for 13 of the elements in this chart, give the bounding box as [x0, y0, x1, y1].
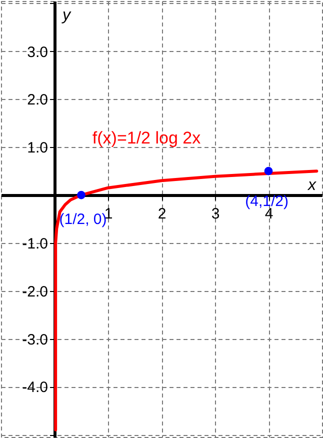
y-tick-label: -3.0	[22, 331, 48, 348]
y-tick-label: 1.0	[27, 140, 48, 157]
y-axis-title: y	[62, 7, 72, 24]
x-tick-label: 2	[158, 206, 166, 223]
series-label: f(x)=1/2 log 2x	[92, 128, 202, 148]
y-tick-label: -2.0	[22, 283, 48, 300]
annotation: (1/2, 0)	[59, 211, 107, 228]
y-tick-label: 3.0	[27, 44, 48, 61]
x-axis-title: x	[307, 177, 317, 194]
x-tick-label: 3	[211, 206, 220, 223]
y-tick-label: -1.0	[22, 235, 48, 252]
y-tick-label: -4.0	[22, 379, 48, 396]
y-tick-label: 2.0	[27, 92, 48, 109]
